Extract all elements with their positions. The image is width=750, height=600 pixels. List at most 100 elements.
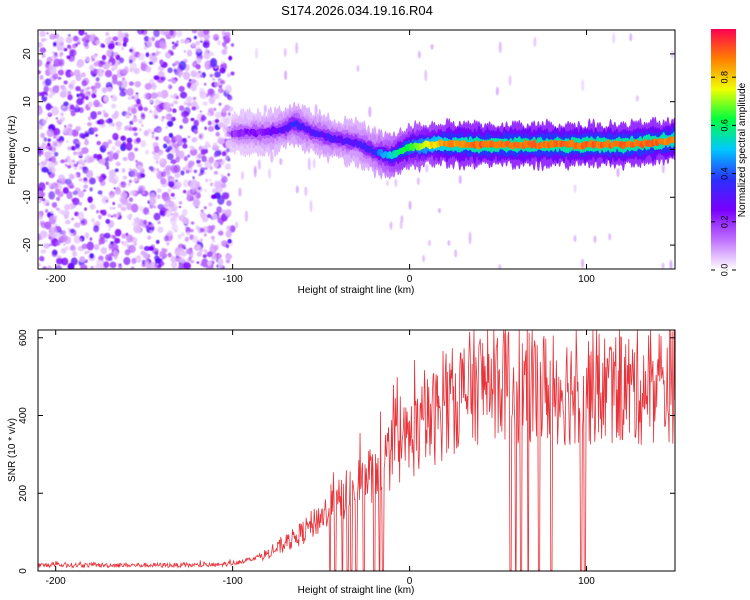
noise-cell bbox=[206, 112, 211, 116]
noise-cell bbox=[84, 140, 89, 146]
noise-cell bbox=[51, 146, 57, 152]
noise-cell bbox=[199, 238, 204, 243]
noise-cell bbox=[106, 41, 110, 46]
noise-cell bbox=[38, 163, 41, 166]
noise-cell bbox=[235, 221, 239, 229]
noise-cell bbox=[56, 134, 60, 139]
noise-cell bbox=[312, 158, 316, 169]
noise-cell bbox=[98, 237, 106, 245]
noise-cell bbox=[43, 37, 48, 42]
noise-cell bbox=[67, 44, 72, 49]
noise-cell bbox=[209, 73, 214, 78]
noise-cell bbox=[193, 169, 198, 174]
noise-cell bbox=[309, 200, 313, 213]
noise-cell bbox=[121, 241, 129, 247]
noise-cell bbox=[136, 98, 141, 105]
noise-cell bbox=[101, 141, 109, 149]
noise-cell bbox=[224, 163, 231, 170]
noise-cell bbox=[217, 258, 224, 266]
noise-cell bbox=[130, 203, 139, 213]
noise-cell bbox=[211, 224, 216, 230]
noise-cell bbox=[156, 91, 163, 98]
noise-cell bbox=[84, 232, 90, 239]
noise-cell bbox=[225, 259, 231, 264]
noise-cell bbox=[72, 250, 77, 257]
noise-cell bbox=[122, 36, 129, 44]
noise-cell bbox=[56, 119, 60, 124]
noise-cell bbox=[104, 37, 112, 44]
noise-cell bbox=[217, 87, 224, 94]
noise-cell bbox=[225, 244, 230, 249]
noise-cell bbox=[70, 233, 74, 237]
noise-cell bbox=[111, 74, 118, 81]
noise-cell bbox=[72, 190, 79, 196]
noise-cell bbox=[203, 206, 207, 210]
noise-cell bbox=[88, 177, 96, 185]
noise-cell bbox=[458, 175, 462, 185]
noise-cell bbox=[203, 51, 211, 60]
noise-cell bbox=[199, 134, 202, 139]
noise-cell bbox=[190, 259, 195, 264]
noise-cell bbox=[70, 110, 76, 117]
noise-cell bbox=[53, 58, 61, 67]
noise-cell bbox=[210, 243, 214, 248]
noise-cell bbox=[108, 175, 115, 184]
noise-cell bbox=[100, 247, 108, 255]
noise-cell bbox=[136, 172, 143, 180]
noise-cell bbox=[205, 178, 209, 183]
noise-cell bbox=[416, 177, 420, 185]
noise-cell bbox=[96, 68, 104, 78]
colorbar-strip bbox=[711, 29, 736, 270]
noise-cell bbox=[83, 40, 89, 47]
noise-cell bbox=[179, 125, 183, 130]
noise-cell bbox=[177, 265, 184, 269]
spectrogram-noise-cells bbox=[38, 30, 674, 269]
noise-cell bbox=[230, 43, 235, 47]
noise-cell bbox=[143, 246, 151, 252]
noise-cell bbox=[203, 30, 210, 35]
noise-cell bbox=[96, 210, 99, 214]
noise-cell bbox=[92, 127, 98, 132]
noise-cell bbox=[125, 113, 131, 119]
noise-cell bbox=[225, 230, 232, 238]
noise-cell bbox=[304, 186, 308, 196]
noise-cell bbox=[212, 188, 218, 194]
noise-cell bbox=[165, 113, 173, 121]
y-tick-label: 600 bbox=[18, 329, 29, 346]
noise-cell bbox=[203, 82, 207, 86]
noise-cell bbox=[120, 191, 128, 200]
noise-cell bbox=[48, 191, 56, 200]
y-tick-label: 20 bbox=[22, 48, 33, 60]
noise-cell bbox=[56, 44, 63, 52]
noise-cell bbox=[208, 96, 216, 105]
noise-cell bbox=[189, 170, 192, 173]
noise-cell bbox=[93, 244, 100, 251]
noise-cell bbox=[80, 72, 86, 78]
noise-cell bbox=[190, 228, 194, 233]
colorbar: 0.0 0.2 0.4 0.6 0.8 Normalized spectral ampl… bbox=[711, 29, 748, 276]
noise-cell bbox=[44, 221, 52, 230]
noise-cell bbox=[126, 202, 133, 211]
noise-cell bbox=[223, 123, 227, 127]
noise-cell bbox=[40, 132, 45, 139]
noise-cell bbox=[134, 147, 139, 152]
noise-cell bbox=[201, 213, 209, 223]
noise-cell bbox=[102, 174, 107, 180]
noise-cell bbox=[295, 185, 299, 194]
noise-cell bbox=[115, 161, 121, 167]
noise-cell bbox=[79, 89, 85, 93]
x-tick-label: 100 bbox=[578, 576, 595, 587]
noise-cell bbox=[79, 238, 83, 242]
noise-cell bbox=[42, 119, 47, 125]
noise-cell bbox=[225, 139, 233, 149]
noise-cell bbox=[196, 261, 200, 264]
noise-cell bbox=[226, 73, 231, 78]
noise-cell bbox=[53, 53, 59, 58]
noise-cell bbox=[155, 51, 159, 56]
noise-cell bbox=[143, 46, 148, 50]
noise-cell bbox=[90, 110, 98, 120]
noise-cell bbox=[108, 243, 114, 249]
noise-cell bbox=[144, 149, 150, 155]
noise-cell bbox=[120, 46, 125, 51]
noise-cell bbox=[98, 214, 102, 220]
